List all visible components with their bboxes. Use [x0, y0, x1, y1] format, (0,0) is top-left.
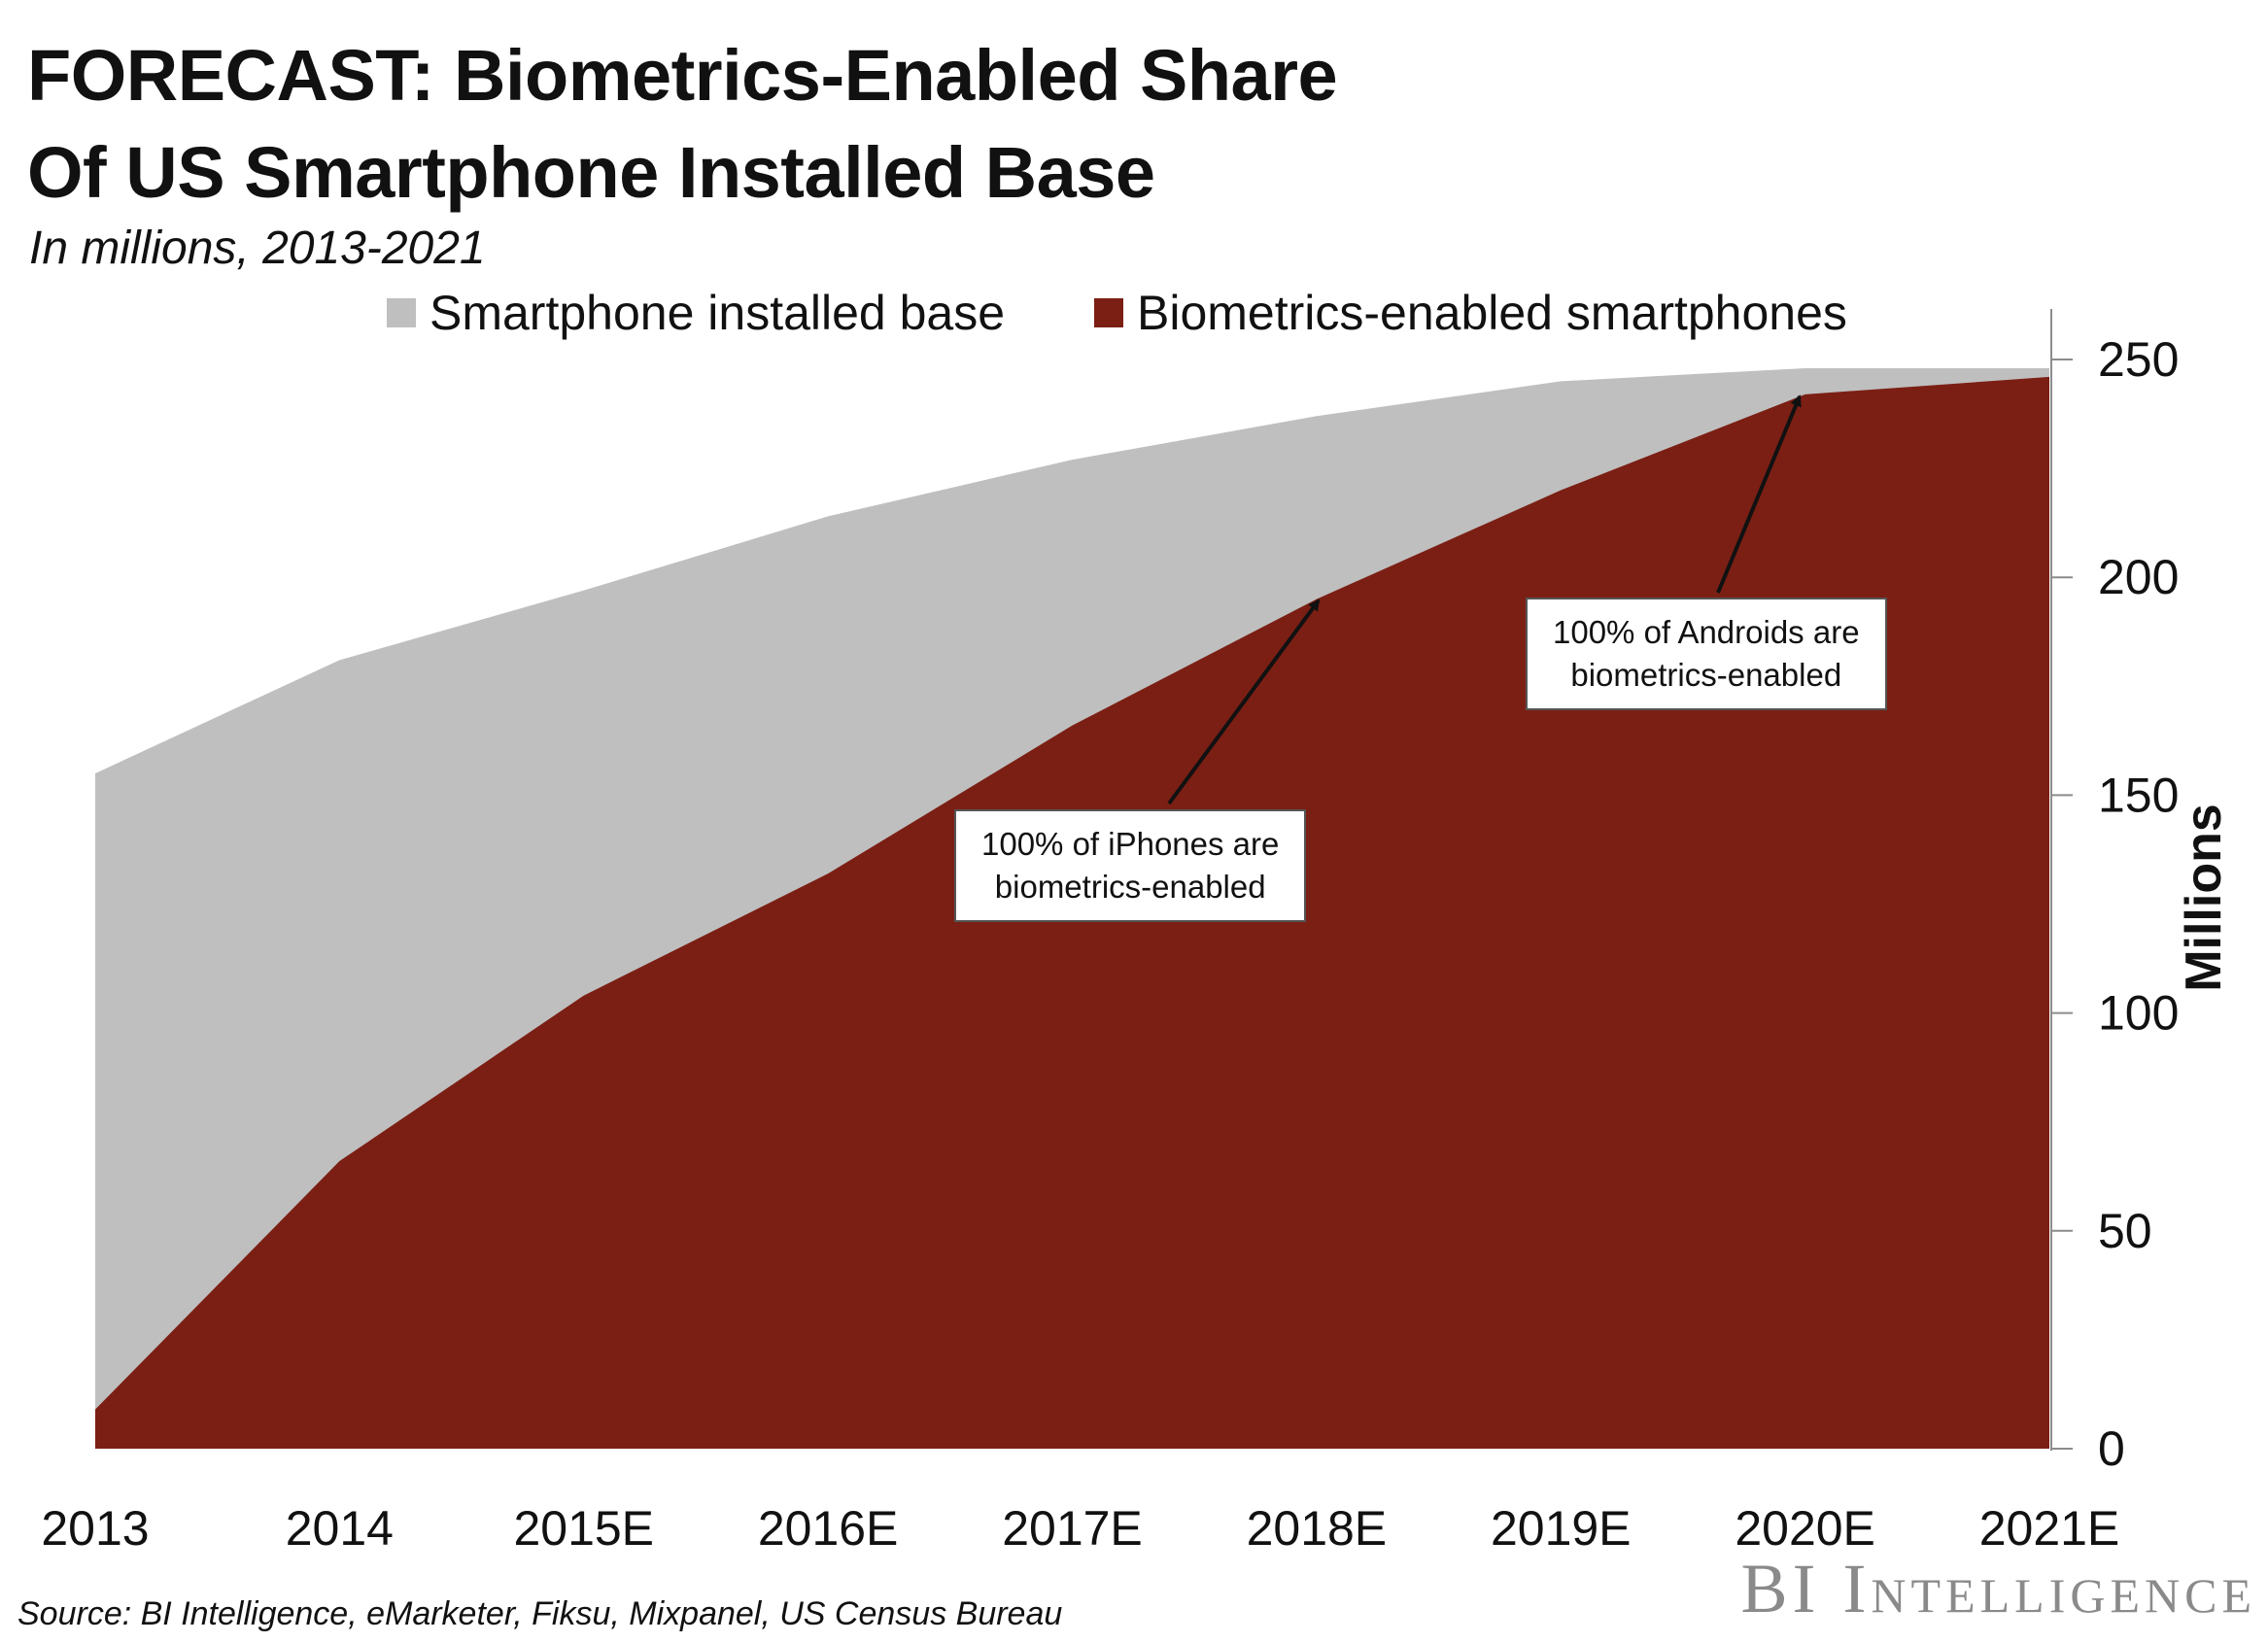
legend-label-installed-base: Smartphone installed base — [430, 286, 1006, 340]
x-tick-label-2018e: 2018E — [1247, 1501, 1388, 1556]
annotation-arrow-2018e — [1167, 599, 1321, 805]
legend-item-installed-base: Smartphone installed base — [387, 285, 1005, 341]
x-tick-label-2020e: 2020E — [1735, 1501, 1875, 1556]
legend-item-biometrics: Biometrics-enabled smartphones — [1094, 285, 1847, 341]
y-tick-label-150: 150 — [2098, 768, 2179, 822]
y-tick-label-50: 50 — [2098, 1204, 2152, 1258]
chart-title-line-1: FORECAST: Biometrics-Enabled Share — [27, 35, 1338, 116]
brand-logo: BI Intelligence — [1740, 1550, 2256, 1627]
y-tick-label-250: 250 — [2098, 332, 2179, 387]
annotation-iphones-line-2: biometrics-enabled — [994, 869, 1266, 905]
legend-swatch-installed-base — [387, 298, 416, 327]
annotation-androids-line-2: biometrics-enabled — [1570, 657, 1842, 693]
annotation-iphones: 100% of iPhones are biometrics-enabled — [954, 809, 1307, 922]
source-note: Source: BI Intelligence, eMarketer, Fiks… — [17, 1595, 1063, 1632]
y-tick-label-100: 100 — [2098, 986, 2179, 1041]
x-tick-label-2015e: 2015E — [513, 1501, 654, 1556]
y-axis-title: Millions — [2176, 804, 2232, 992]
annotation-androids-line-1: 100% of Androids are — [1553, 614, 1860, 650]
x-tick-label-2013: 2013 — [41, 1501, 149, 1556]
annotation-androids: 100% of Androids are biometrics-enabled — [1526, 598, 1887, 710]
annotation-iphones-line-1: 100% of iPhones are — [981, 826, 1280, 862]
x-tick-label-2014: 2014 — [286, 1501, 394, 1556]
annotation-arrow-2020e — [1716, 394, 1802, 594]
x-tick-label-2019e: 2019E — [1491, 1501, 1632, 1556]
legend-swatch-biometrics — [1094, 298, 1123, 327]
chart-title: FORECAST: Biometrics-Enabled Share Of US… — [27, 27, 1338, 222]
x-tick-label-2017e: 2017E — [1002, 1501, 1143, 1556]
y-tick-label-0: 0 — [2098, 1421, 2125, 1476]
y-tick-label-200: 200 — [2098, 550, 2179, 604]
x-tick-label-2016e: 2016E — [758, 1501, 899, 1556]
chart-title-line-2: Of US Smartphone Installed Base — [27, 132, 1155, 213]
chart-subtitle: In millions, 2013-2021 — [29, 222, 486, 274]
x-tick-label-2021e: 2021E — [1979, 1501, 2120, 1556]
legend-label-biometrics: Biometrics-enabled smartphones — [1137, 286, 1847, 340]
